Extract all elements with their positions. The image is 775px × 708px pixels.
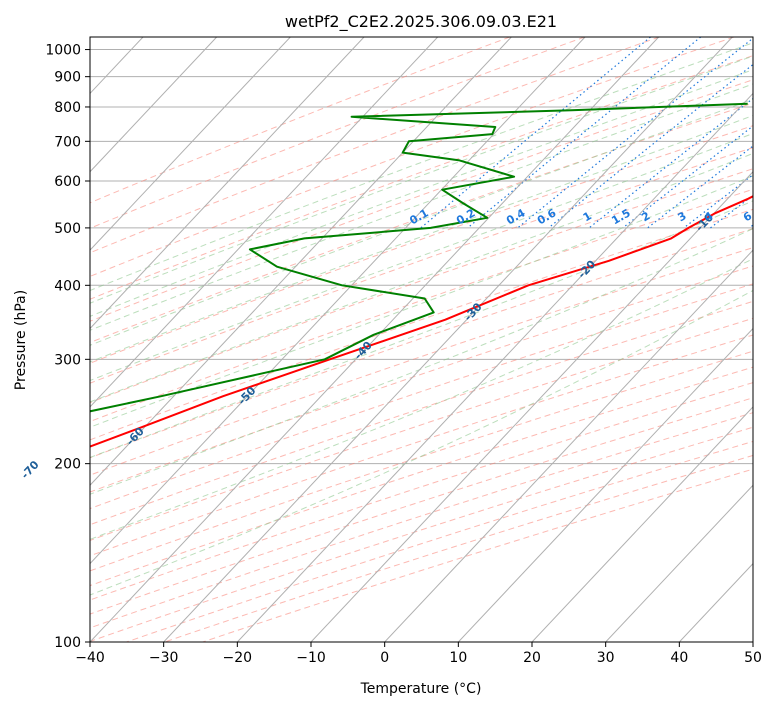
moist-adiabat (90, 175, 753, 428)
dry-adiabat (90, 125, 753, 364)
moist-adiabat (90, 55, 753, 304)
dry-adiabat (90, 147, 753, 384)
mixing-ratio-label: 1 (581, 209, 594, 224)
plot-frame (89, 36, 754, 643)
y-tick-label: 200 (54, 457, 81, 473)
x-tick-label: 40 (670, 650, 688, 666)
isotherm-line (384, 249, 753, 642)
x-tick-label: 50 (744, 650, 762, 666)
dry-adiabat (90, 208, 753, 441)
mixing-ratio-label: 6 (741, 209, 754, 224)
y-tick-label: 400 (54, 278, 81, 294)
mixing-ratio-line (647, 145, 753, 229)
dry-adiabat (90, 37, 511, 204)
mixing-ratio-line (517, 37, 753, 229)
x-tick-label: −10 (296, 650, 326, 666)
chart-series (90, 102, 753, 448)
moist-adiabat (90, 228, 753, 495)
moist-adiabat (90, 83, 753, 331)
x-tick-label: −40 (75, 650, 105, 666)
y-tick-label: 800 (54, 100, 81, 116)
moist-adiabat (90, 114, 753, 363)
isotherm-line (90, 37, 512, 486)
mixing-ratio-line (548, 63, 753, 229)
x-tick-label: −20 (223, 650, 253, 666)
dry-adiabat (90, 168, 753, 404)
dry-adiabat (90, 228, 753, 459)
y-tick-label: 100 (54, 635, 81, 651)
dry-adiabat (90, 382, 753, 601)
moist-adiabat (90, 200, 753, 459)
dry-adiabat (90, 412, 753, 629)
moist-adiabat (90, 152, 753, 403)
chart-title: wetPf2_C2E2.2025.306.09.03.E21 (285, 12, 557, 32)
mixing-ratio-line (683, 173, 753, 229)
dry-adiabat (90, 350, 753, 572)
dry-adiabat (202, 468, 753, 642)
isotherm-label: -70 (19, 458, 42, 482)
mixing-ratio-line (467, 37, 702, 229)
mixing-ratio-label: 0.1 (407, 206, 430, 227)
isotherm-line (90, 37, 291, 251)
dry-adiabat (90, 283, 753, 510)
isotherm-line (0, 37, 69, 642)
isotherm-line (90, 37, 586, 565)
x-axis-title: Temperature (°C) (360, 681, 482, 697)
isotherm-line (678, 562, 753, 642)
mixing-ratio-label: 3 (675, 209, 688, 224)
moist-adiabat (90, 42, 753, 292)
dry-adiabat (90, 55, 753, 300)
mixing-ratio-line (710, 194, 753, 229)
y-tick-label: 700 (54, 134, 81, 150)
y-tick-label: 900 (54, 70, 81, 86)
dry-adiabat (90, 265, 753, 493)
dry-adiabat (90, 426, 753, 642)
isotherm-line (752, 641, 753, 642)
isotherm-line (457, 327, 753, 642)
mixing-ratio-label: 0.6 (535, 206, 559, 227)
isotherm-line (531, 406, 753, 642)
isotherm-line (605, 484, 753, 642)
isotherm-line (310, 171, 753, 642)
x-tick-label: 0 (380, 650, 389, 666)
isotherm-line (236, 92, 753, 642)
dry-adiabat (90, 79, 753, 322)
y-tick-label: 500 (54, 221, 81, 237)
isotherm-line (163, 37, 733, 642)
y-tick-label: 300 (54, 352, 81, 368)
dry-adiabat (90, 37, 585, 229)
chart-axes: −40 −30 −20 −10 0 10 20 30 40 50 1000 900 800 700 600 5… (45, 43, 762, 666)
dry-adiabat (90, 188, 753, 423)
dry-adiabat (90, 247, 753, 476)
isotherm-line (90, 37, 365, 330)
x-tick-label: 20 (523, 650, 541, 666)
dewpoint-profile-line (90, 102, 748, 413)
x-tick-label: 10 (449, 650, 467, 666)
dry-adiabat (90, 397, 753, 615)
dry-adiabat (90, 300, 753, 526)
x-tick-label: 30 (597, 650, 615, 666)
y-tick-label: 1000 (45, 43, 81, 59)
isotherm-line (90, 37, 439, 408)
dry-adiabat (90, 37, 735, 277)
dry-adiabat (126, 440, 753, 642)
isotherm-line (90, 37, 218, 173)
dry-adiabat (164, 454, 753, 642)
x-tick-label: −30 (149, 650, 179, 666)
y-tick-label: 600 (54, 174, 81, 190)
mixing-ratio-label: 1.5 (609, 206, 632, 227)
dry-adiabat (90, 366, 753, 587)
dry-adiabat (90, 334, 753, 557)
y-axis-title: Pressure (hPa) (13, 290, 29, 390)
chart-grid (0, 37, 753, 642)
isotherm-line (90, 37, 660, 642)
temperature-profile-line (90, 195, 753, 448)
moist-adiabat (90, 98, 753, 346)
